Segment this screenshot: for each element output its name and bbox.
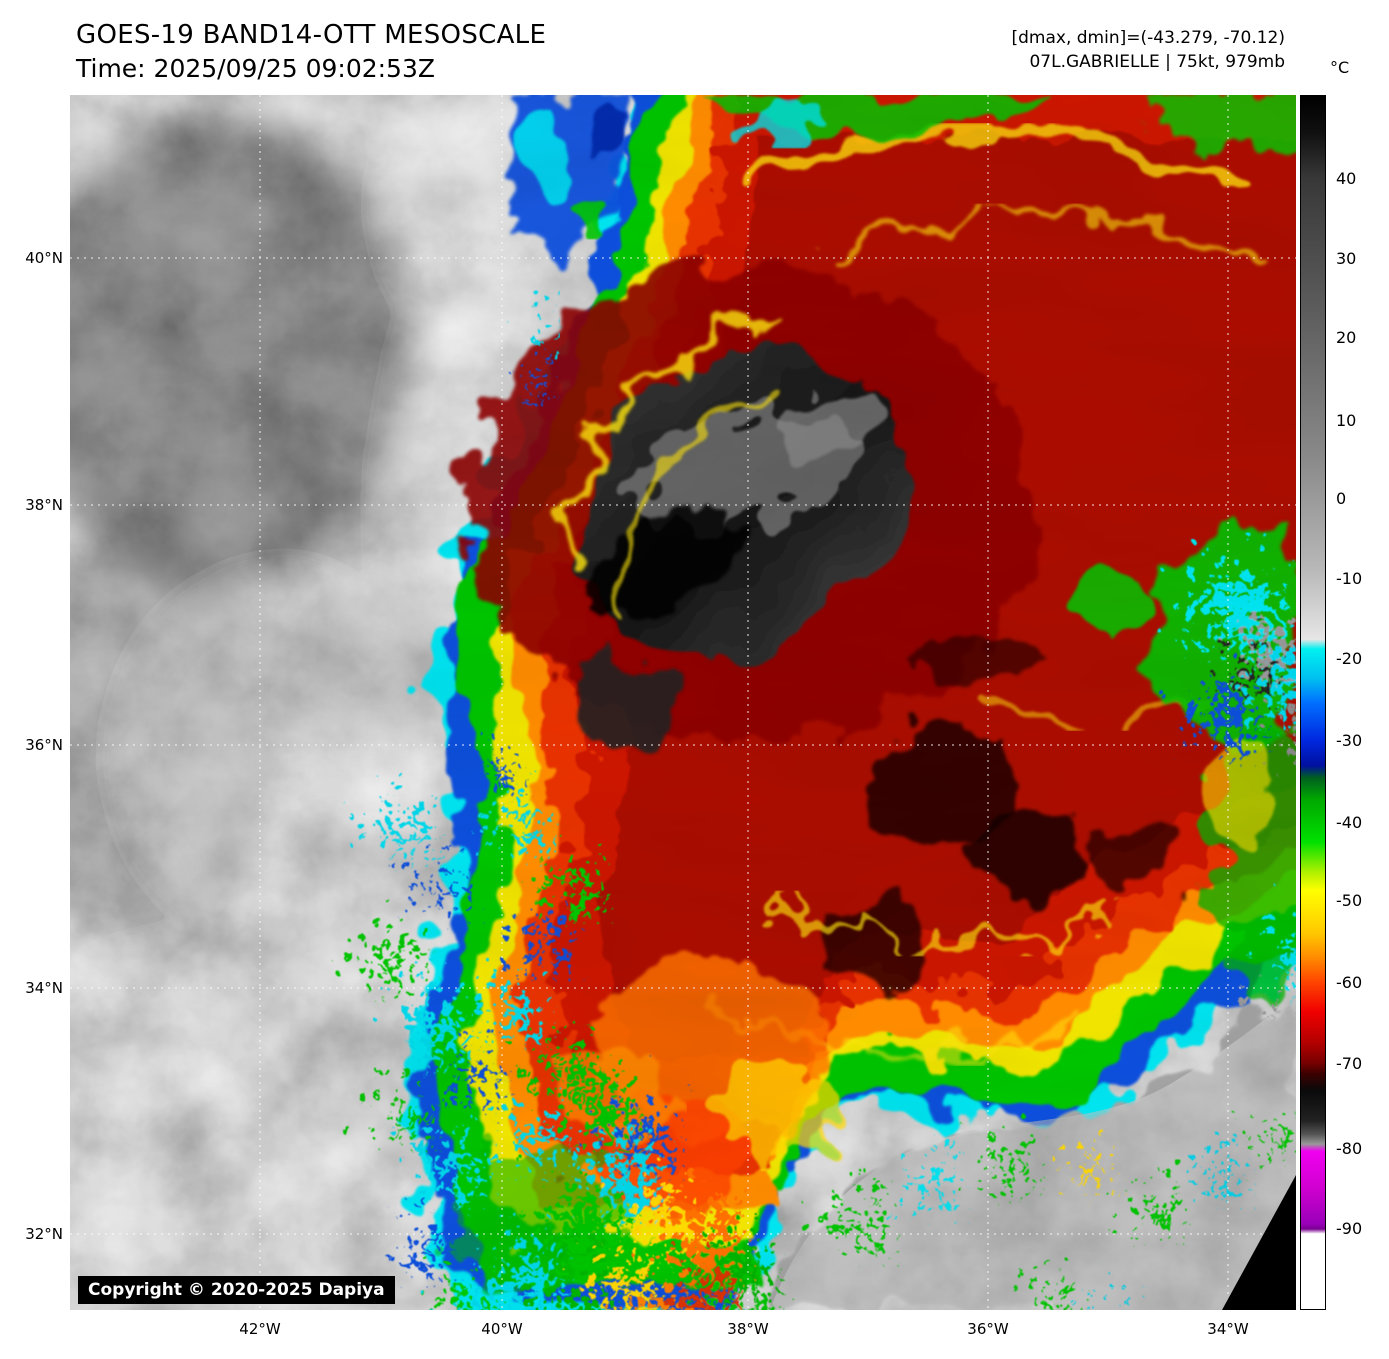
colorbar-tick-m60: -60 xyxy=(1336,973,1363,992)
lon-label-34w: 34°W xyxy=(1207,1320,1249,1338)
colorbar-tick-10: 10 xyxy=(1336,411,1357,430)
colorbar-tick-40: 40 xyxy=(1336,169,1357,188)
lat-label-38n: 38°N xyxy=(25,496,63,514)
grid-lines xyxy=(70,95,1296,1310)
copyright-badge: Copyright © 2020-2025 Dapiya xyxy=(78,1276,395,1304)
lat-label-36n: 36°N xyxy=(25,736,63,754)
colorbar-tick-20: 20 xyxy=(1336,328,1357,347)
satellite-image: Copyright © 2020-2025 Dapiya xyxy=(70,95,1296,1310)
storm-info: 07L.GABRIELLE | 75kt, 979mb xyxy=(1029,52,1285,72)
colorbar-tick-30: 30 xyxy=(1336,249,1357,268)
colorbar-unit: °C xyxy=(1330,58,1350,77)
header-right-block: [dmax, dmin]=(-43.279, -70.12) 07L.GABRI… xyxy=(1012,26,1286,74)
colorbar-tick-0: 0 xyxy=(1336,489,1347,508)
lon-label-40w: 40°W xyxy=(481,1320,523,1338)
colorbar-tick-m90: -90 xyxy=(1336,1219,1363,1238)
no-data-wedge xyxy=(1222,1175,1296,1310)
product-time: Time: 2025/09/25 09:02:53Z xyxy=(76,54,435,83)
dmax-dmin-readout: [dmax, dmin]=(-43.279, -70.12) xyxy=(1011,28,1286,48)
product-title: GOES-19 BAND14-OTT MESOSCALE xyxy=(76,20,547,50)
temperature-colorbar xyxy=(1300,95,1326,1310)
lon-label-36w: 36°W xyxy=(967,1320,1009,1338)
lat-label-32n: 32°N xyxy=(25,1225,63,1243)
colorbar-tick-m20: -20 xyxy=(1336,649,1363,668)
lon-label-38w: 38°W xyxy=(727,1320,769,1338)
colorbar-tick-m80: -80 xyxy=(1336,1139,1363,1158)
colorbar-tick-m70: -70 xyxy=(1336,1054,1363,1073)
lat-label-40n: 40°N xyxy=(25,249,63,267)
colorbar-tick-m40: -40 xyxy=(1336,813,1363,832)
colorbar-tick-m30: -30 xyxy=(1336,731,1363,750)
lat-label-34n: 34°N xyxy=(25,979,63,997)
colorbar-tick-m50: -50 xyxy=(1336,891,1363,910)
lon-label-42w: 42°W xyxy=(239,1320,281,1338)
satellite-scene xyxy=(70,95,1296,1310)
cloud-streak-texture xyxy=(70,95,1296,1310)
colorbar-tick-m10: -10 xyxy=(1336,569,1363,588)
